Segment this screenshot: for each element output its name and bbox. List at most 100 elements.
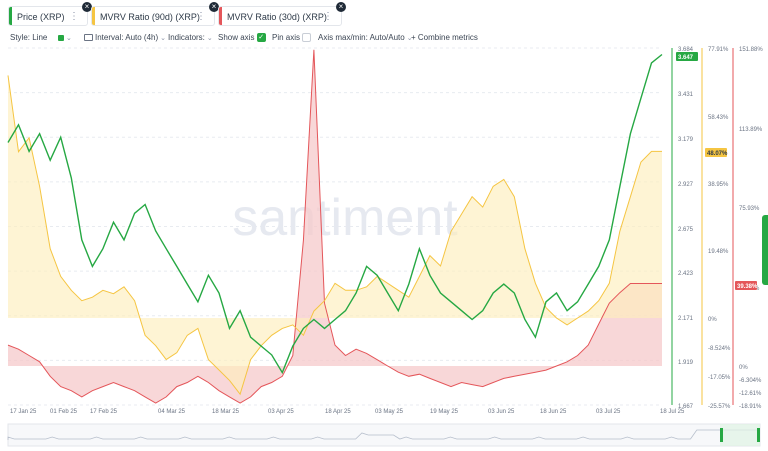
axis-maxmin-select[interactable]: Axis max/min: Auto/Auto ⌄ <box>318 30 413 47</box>
close-icon[interactable]: × <box>209 2 219 12</box>
indicators-label: Indicators: <box>168 33 205 42</box>
current-value-label: 3.647 <box>678 55 694 61</box>
current-value-badge <box>676 52 698 61</box>
grid-lines <box>8 47 662 406</box>
more-icon[interactable]: ⋮ <box>196 11 206 22</box>
x-tick-label: 18 Mar 25 <box>212 409 240 415</box>
current-value-label: 48.07% <box>707 151 728 157</box>
x-axis-labels: 17 Jan 25 01 Feb 25 17 Feb 25 04 Mar 25 18 M… <box>10 409 685 415</box>
navigator <box>7 423 761 447</box>
pin-axis-toggle[interactable]: Pin axis <box>272 30 312 46</box>
show-axis-label: Show axis <box>218 33 255 42</box>
axis-tick-label: 58.43% <box>708 115 729 121</box>
close-icon[interactable]: × <box>82 2 92 12</box>
style-label: Style: Line <box>10 33 48 42</box>
x-tick-label: 19 May 25 <box>430 409 459 415</box>
axis-tick-label: 113.89% <box>739 127 763 133</box>
axis-tick-label: 77.91% <box>708 47 729 53</box>
tab-color-bar <box>219 7 222 25</box>
mvrv-90d-line <box>7 75 662 396</box>
axis-tick-label: 19.48% <box>708 249 729 255</box>
price-line <box>7 53 663 375</box>
indicators-select[interactable]: Indicators: ⌄ <box>168 30 213 47</box>
plus-icon: + <box>411 33 416 42</box>
pin-axis-label: Pin axis <box>272 33 301 42</box>
close-icon[interactable]: × <box>336 2 346 12</box>
navigator-handle-left <box>720 428 723 442</box>
axis-tick-label: 2.423 <box>678 271 694 277</box>
x-tick-label: 18 Jul 25 <box>660 409 685 415</box>
series-lines <box>7 49 663 404</box>
mvrv-30d-line <box>7 49 662 404</box>
current-value-badge <box>735 281 757 290</box>
x-tick-label: 01 Feb 25 <box>50 409 78 415</box>
tab-mvrv-90d[interactable]: MVRV Ratio (90d) (XRP) ⋮ × <box>91 2 219 26</box>
show-axis-checkbox[interactable]: ✓ <box>256 33 266 43</box>
axis-tick-label: 75.93% <box>739 206 760 212</box>
chevron-down-icon: ⌄ <box>206 35 213 42</box>
axis-tick-label: 38.95% <box>708 182 729 188</box>
current-value-badge <box>705 148 727 157</box>
mvrv-30d-area <box>8 49 662 404</box>
tab-color-bar <box>9 7 12 25</box>
color-swatch <box>58 34 64 41</box>
axis-tick-label: -17.05% <box>708 375 731 381</box>
combine-metrics-button[interactable]: + Combine metrics <box>411 30 478 46</box>
calendar-icon <box>84 34 93 42</box>
axis-tick-label: 1.919 <box>678 360 694 366</box>
more-icon[interactable]: ⋮ <box>323 11 333 22</box>
combine-metrics-label: Combine metrics <box>417 33 478 42</box>
axis-tick-label: -6.304% <box>739 378 762 384</box>
watermark: santiment <box>232 189 458 247</box>
axis-tick-label: 1.667 <box>678 404 694 410</box>
tab-mvrv-30d[interactable]: MVRV Ratio (30d) (XRP) ⋮ × <box>218 2 346 26</box>
pin-axis-checkbox[interactable] <box>302 33 312 43</box>
axis-tick-label: 151.88% <box>739 47 763 53</box>
navigator-selection <box>720 424 760 446</box>
axis-tick-label: 2.927 <box>678 182 694 188</box>
show-axis-toggle[interactable]: Show axis ✓ <box>218 30 266 46</box>
x-tick-label: 03 Jun 25 <box>488 409 515 415</box>
axis-tick-label: -12.61% <box>739 391 762 397</box>
axis-maxmin-label: Axis max/min: Auto/Auto <box>318 33 405 42</box>
axis-tick-label: 2.675 <box>678 227 694 233</box>
style-select[interactable]: Style: Line <box>10 30 47 46</box>
interval-select[interactable]: Interval: Auto (4h) ⌄ <box>84 30 166 47</box>
axis-tick-label: -25.57% <box>708 404 731 410</box>
axis-tick-label: 2.171 <box>678 316 694 322</box>
series-areas <box>8 49 662 404</box>
color-select[interactable]: ⌄ <box>58 30 72 47</box>
x-tick-label: 03 Jul 25 <box>596 409 621 415</box>
tab-label: MVRV Ratio (90d) (XRP) <box>100 12 200 22</box>
mvrv-90d-area <box>8 75 662 395</box>
x-tick-label: 17 Feb 25 <box>90 409 118 415</box>
tab-color-bar <box>92 7 95 25</box>
axis-tick-label: 3.684 <box>678 47 694 53</box>
metric-tabs: Price (XRP) ⋮ × MVRV Ratio (90d) (XRP) ⋮… <box>0 0 768 28</box>
interval-label: Interval: Auto (4h) <box>95 33 159 42</box>
axis-tick-label: -8.524% <box>708 346 731 352</box>
axis-tick-label: 0% <box>708 317 717 323</box>
axis-tick-label: 0% <box>739 365 748 371</box>
x-tick-label: 18 Apr 25 <box>325 409 351 415</box>
x-tick-label: 04 Mar 25 <box>158 409 186 415</box>
tab-price-xrp[interactable]: Price (XRP) ⋮ × <box>8 2 92 26</box>
chevron-down-icon: ⌄ <box>160 35 167 42</box>
x-tick-label: 18 Jun 25 <box>540 409 567 415</box>
axis-tick-label: 3.179 <box>678 137 694 143</box>
axis-tick-label: -18.91% <box>739 404 762 410</box>
side-panel-tab[interactable] <box>762 215 768 285</box>
more-icon[interactable]: ⋮ <box>69 11 79 22</box>
x-tick-label: 03 May 25 <box>375 409 404 415</box>
navigator-handle-right <box>757 428 760 442</box>
axis-tick-label: 37.96% <box>739 286 760 292</box>
chevron-down-icon: ⌄ <box>66 35 72 42</box>
axis-tick-label: 3.431 <box>678 92 694 98</box>
x-tick-label: 17 Jan 25 <box>10 409 37 415</box>
axes: 3.684 3.431 3.179 2.927 2.675 2.423 2.171 1.919… <box>671 47 763 410</box>
tab-label: Price (XRP) <box>17 12 65 22</box>
current-value-label: 39.38% <box>737 284 758 290</box>
chevron-down-icon: ⌄ <box>406 35 413 42</box>
navigator-frame <box>7 423 761 447</box>
